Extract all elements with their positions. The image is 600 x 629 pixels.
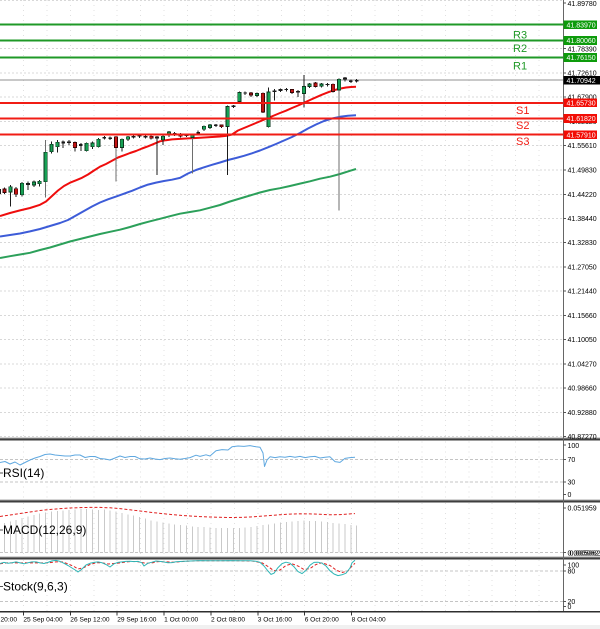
svg-text:0.0005062: 0.0005062 xyxy=(568,550,600,557)
svg-text:41.38440: 41.38440 xyxy=(568,216,597,223)
svg-text:41.27050: 41.27050 xyxy=(568,265,597,272)
svg-text:40.92880: 40.92880 xyxy=(568,410,597,417)
svg-text:41.55610: 41.55610 xyxy=(568,143,597,150)
svg-text:41.67900: 41.67900 xyxy=(568,95,597,102)
svg-text:S3: S3 xyxy=(516,136,529,148)
svg-text:41.83970: 41.83970 xyxy=(567,22,596,29)
svg-text:8 Oct 04:00: 8 Oct 04:00 xyxy=(352,616,386,623)
svg-text:41.78390: 41.78390 xyxy=(568,46,597,53)
svg-text:41.65730: 41.65730 xyxy=(567,100,596,107)
svg-text:6 Oct 20:00: 6 Oct 20:00 xyxy=(305,616,339,623)
svg-text:S1: S1 xyxy=(516,105,529,117)
svg-text:1 Oct 00:00: 1 Oct 00:00 xyxy=(164,616,198,623)
svg-text:41.04270: 41.04270 xyxy=(568,362,597,369)
svg-text:Stock(9,6,3): Stock(9,6,3) xyxy=(3,580,68,594)
svg-text:41.49830: 41.49830 xyxy=(568,168,597,175)
svg-text:0.051959: 0.051959 xyxy=(568,506,597,513)
svg-text:41.80060: 41.80060 xyxy=(567,38,596,45)
svg-text:80: 80 xyxy=(568,569,576,576)
svg-text:41.15660: 41.15660 xyxy=(568,313,597,320)
svg-text:70: 70 xyxy=(568,457,576,464)
svg-text:20: 20 xyxy=(568,599,576,606)
svg-text:41.10050: 41.10050 xyxy=(568,337,597,344)
svg-text:41.21440: 41.21440 xyxy=(568,289,597,296)
svg-text:20:00: 20:00 xyxy=(1,616,18,623)
svg-text:R3: R3 xyxy=(513,30,527,42)
svg-text:2 Oct 08:00: 2 Oct 08:00 xyxy=(211,616,245,623)
svg-text:41.57910: 41.57910 xyxy=(567,132,596,139)
svg-text:MACD(12,26,9): MACD(12,26,9) xyxy=(3,523,86,537)
svg-text:26 Sep 12:00: 26 Sep 12:00 xyxy=(70,616,110,623)
svg-text:RSI(14): RSI(14) xyxy=(3,466,44,480)
svg-text:41.70942: 41.70942 xyxy=(567,78,596,85)
svg-text:0.005062: 0.005062 xyxy=(570,550,599,557)
svg-text:25 Sep 04:00: 25 Sep 04:00 xyxy=(23,616,63,623)
svg-text:30: 30 xyxy=(568,480,576,487)
svg-text:100: 100 xyxy=(568,563,580,570)
svg-text:41.89780: 41.89780 xyxy=(568,1,597,8)
svg-text:29 Sep 16:00: 29 Sep 16:00 xyxy=(117,616,157,623)
svg-text:41.32830: 41.32830 xyxy=(568,240,597,247)
svg-text:0: 0 xyxy=(568,604,572,611)
svg-text:40.98660: 40.98660 xyxy=(568,386,597,393)
svg-text:S2: S2 xyxy=(516,120,529,132)
svg-text:0: 0 xyxy=(568,492,572,499)
svg-text:100: 100 xyxy=(568,443,580,450)
svg-text:41.76150: 41.76150 xyxy=(567,55,596,62)
svg-text:41.72610: 41.72610 xyxy=(568,71,597,78)
svg-text:40.87270: 40.87270 xyxy=(568,434,597,441)
svg-text:R2: R2 xyxy=(513,43,527,55)
svg-text:41.61820: 41.61820 xyxy=(567,116,596,123)
svg-text:R1: R1 xyxy=(513,60,527,72)
svg-text:41.44220: 41.44220 xyxy=(568,192,597,199)
svg-text:3 Oct 16:00: 3 Oct 16:00 xyxy=(258,616,292,623)
